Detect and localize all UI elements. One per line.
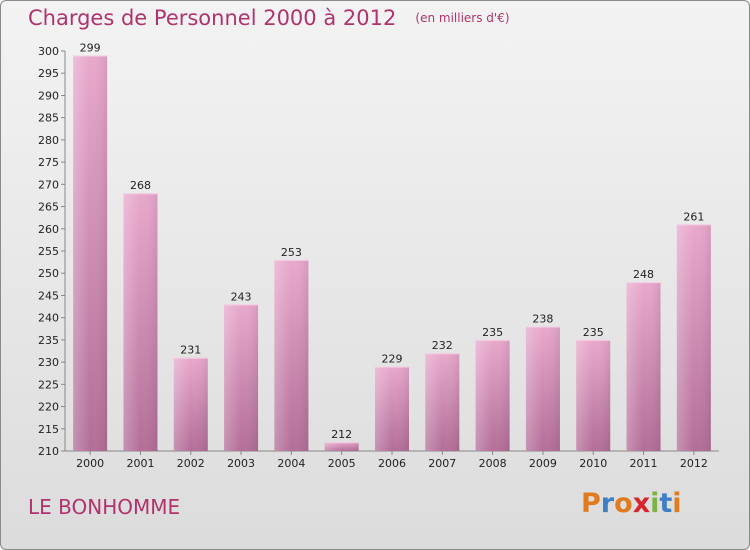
x-tick-label: 2002 — [177, 457, 205, 470]
logo-letter: i — [650, 488, 660, 519]
logo-letter: i — [672, 488, 682, 519]
proxiti-logo: Proxiti — [581, 488, 682, 519]
bar-shade — [576, 339, 611, 451]
y-tick-label: 210 — [38, 445, 59, 458]
data-label: 235 — [482, 326, 503, 339]
logo-letter: o — [614, 488, 633, 519]
data-label: 299 — [80, 41, 101, 54]
data-label: 212 — [331, 428, 352, 441]
bar-shade — [274, 259, 309, 451]
y-tick-label: 235 — [38, 334, 59, 347]
y-tick-label: 290 — [38, 89, 59, 102]
x-tick-label: 2003 — [227, 457, 255, 470]
y-tick-label: 220 — [38, 401, 59, 414]
chart-subtitle: (en milliers d'€) — [415, 11, 510, 25]
y-tick-label: 270 — [38, 178, 59, 191]
data-label: 253 — [281, 246, 302, 259]
y-tick-label: 230 — [38, 356, 59, 369]
x-tick-label: 2007 — [428, 457, 456, 470]
logo-letter: r — [600, 488, 615, 519]
bar-shade — [324, 442, 359, 451]
x-tick-label: 2006 — [378, 457, 406, 470]
bar-shade — [425, 353, 460, 451]
y-tick-label: 255 — [38, 245, 59, 258]
data-label: 231 — [180, 344, 201, 357]
bar-shade — [123, 193, 158, 451]
bar-shade — [173, 357, 208, 451]
data-label: 238 — [532, 313, 553, 326]
bar-shade — [525, 326, 560, 451]
y-tick-label: 295 — [38, 67, 59, 80]
y-tick-label: 265 — [38, 201, 59, 214]
bar-shade — [626, 282, 661, 451]
bar-shade — [224, 304, 259, 451]
x-tick-label: 2005 — [328, 457, 356, 470]
x-tick-label: 2004 — [277, 457, 305, 470]
y-tick-label: 225 — [38, 378, 59, 391]
x-tick-label: 2010 — [579, 457, 607, 470]
commune-name: LE BONHOMME — [28, 495, 181, 519]
y-tick-label: 260 — [38, 223, 59, 236]
data-label: 248 — [633, 268, 654, 281]
y-tick-label: 240 — [38, 312, 59, 325]
y-tick-label: 285 — [38, 112, 59, 125]
x-tick-label: 2009 — [529, 457, 557, 470]
bar-shade — [73, 55, 108, 451]
logo-letter: t — [659, 488, 673, 519]
y-tick-label: 275 — [38, 156, 59, 169]
x-tick-label: 2001 — [126, 457, 154, 470]
data-label: 261 — [683, 210, 704, 223]
x-tick-label: 2012 — [680, 457, 708, 470]
x-tick-label: 2011 — [630, 457, 658, 470]
data-label: 235 — [583, 326, 604, 339]
bar-shade — [475, 339, 510, 451]
data-label: 232 — [432, 339, 453, 352]
chart-title: Charges de Personnel 2000 à 2012 — [28, 6, 397, 30]
bar-shade — [676, 224, 711, 451]
y-tick-label: 215 — [38, 423, 59, 436]
logo-letter: x — [632, 488, 651, 519]
x-tick-label: 2000 — [76, 457, 104, 470]
y-tick-label: 280 — [38, 134, 59, 147]
y-tick-label: 245 — [38, 289, 59, 302]
data-label: 243 — [231, 290, 252, 303]
data-label: 229 — [382, 353, 403, 366]
bar-shade — [375, 366, 409, 451]
logo-letter: P — [581, 488, 601, 519]
y-tick-label: 300 — [38, 45, 59, 58]
chart-header: Charges de Personnel 2000 à 2012 (en mil… — [28, 6, 510, 30]
data-label: 268 — [130, 179, 151, 192]
y-tick-label: 250 — [38, 267, 59, 280]
x-tick-label: 2008 — [479, 457, 507, 470]
